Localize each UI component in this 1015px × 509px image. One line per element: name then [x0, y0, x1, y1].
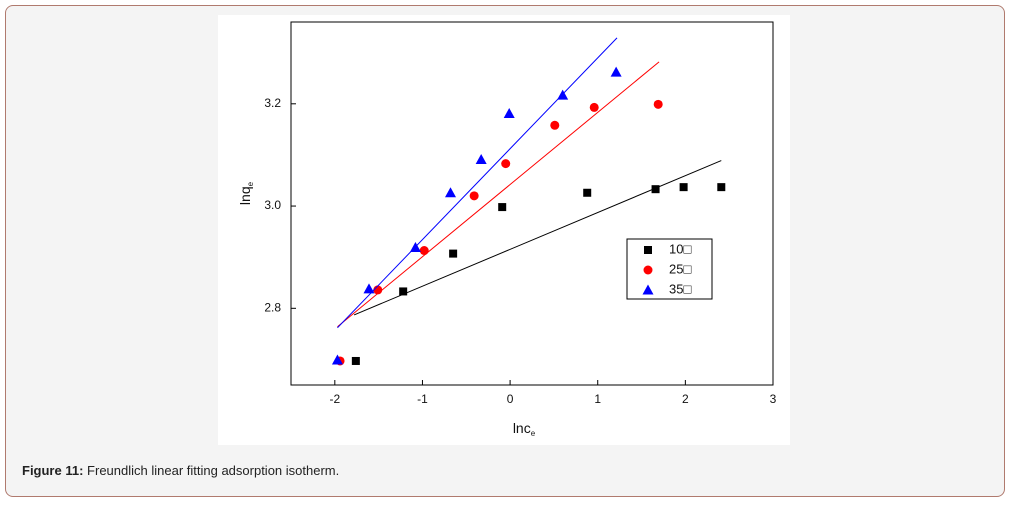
marker-triangle	[503, 108, 515, 119]
fit-line	[337, 61, 660, 328]
caption-label: Figure 11:	[22, 463, 84, 478]
x-tick-label: -1	[417, 392, 428, 406]
x-tick-label: 0	[507, 392, 514, 406]
y-axis-label: lnqe	[237, 181, 255, 205]
legend-box	[626, 238, 713, 300]
x-tick-label: -2	[329, 392, 340, 406]
marker-square	[717, 183, 726, 192]
marker-square	[583, 188, 592, 197]
marker-square	[498, 203, 507, 212]
legend-marker	[644, 246, 652, 254]
marker-square	[399, 287, 408, 296]
marker-circle	[550, 120, 560, 130]
chart-background	[218, 15, 790, 445]
y-tick-label: 3.0	[264, 198, 281, 212]
marker-triangle	[363, 283, 375, 294]
legend-marker	[643, 265, 653, 275]
y-tick-label: 3.2	[264, 96, 281, 110]
marker-triangle	[444, 187, 456, 198]
marker-square	[449, 249, 458, 258]
x-axis-label-main: lnc	[513, 420, 531, 436]
y-axis-label-main: lnq	[237, 186, 253, 205]
x-axis-label-sub: e	[531, 429, 536, 438]
marker-triangle	[409, 241, 421, 252]
marker-square	[679, 183, 688, 192]
fit-line	[337, 37, 618, 329]
marker-circle	[589, 102, 599, 112]
legend-label: 25□	[669, 261, 691, 276]
legend-marker	[642, 284, 654, 295]
caption: Figure 11: Freundlich linear fitting ads…	[22, 463, 339, 478]
legend-label: 35□	[669, 281, 691, 296]
x-axis-label: lnce	[513, 420, 536, 438]
marker-triangle	[475, 154, 487, 165]
x-tick-label: 2	[682, 392, 689, 406]
y-tick-label: 2.8	[264, 300, 281, 314]
marker-triangle	[331, 354, 343, 365]
marker-triangle	[610, 66, 622, 77]
x-tick-label: 3	[770, 392, 777, 406]
fit-line	[353, 160, 722, 316]
caption-text: Freundlich linear fitting adsorption iso…	[87, 463, 340, 478]
marker-circle	[653, 99, 663, 109]
plot-frame	[290, 21, 774, 386]
legend-label: 10□	[669, 241, 691, 256]
marker-triangle	[557, 89, 569, 100]
x-tick-label: 1	[594, 392, 601, 406]
y-axis-label-sub: e	[246, 181, 255, 186]
marker-circle	[469, 191, 479, 201]
marker-circle	[501, 159, 511, 169]
marker-circle	[419, 246, 429, 256]
marker-square	[651, 185, 660, 194]
marker-square	[351, 356, 360, 365]
